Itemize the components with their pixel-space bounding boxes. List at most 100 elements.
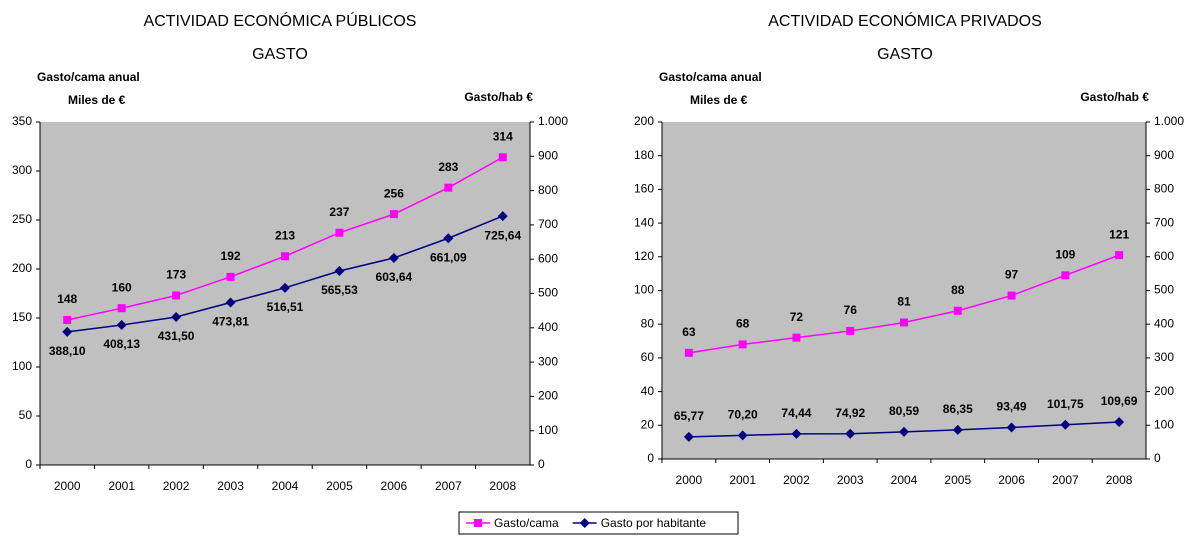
marker bbox=[117, 304, 126, 313]
marker bbox=[389, 210, 398, 219]
chart-subtitle: GASTO bbox=[877, 46, 933, 63]
chart-subtitle: GASTO bbox=[252, 46, 308, 63]
y2-tick-label: 800 bbox=[538, 183, 558, 197]
x-tick-label: 2003 bbox=[837, 473, 864, 487]
y-tick-label: 100 bbox=[12, 359, 32, 373]
y2-tick-label: 300 bbox=[1154, 350, 1174, 364]
y2-tick-label: 500 bbox=[1154, 283, 1174, 297]
y2-tick-label: 100 bbox=[1154, 417, 1174, 431]
y2-tick-label: 100 bbox=[538, 423, 558, 437]
marker bbox=[443, 233, 454, 244]
x-tick-label: 2002 bbox=[783, 473, 810, 487]
marker bbox=[738, 340, 747, 349]
y2-tick-label: 700 bbox=[538, 217, 558, 231]
data-label: 408,13 bbox=[103, 337, 140, 351]
marker bbox=[474, 519, 482, 527]
marker bbox=[791, 428, 802, 439]
y2-tick-label: 600 bbox=[538, 251, 558, 265]
data-label: 192 bbox=[221, 249, 241, 263]
data-label: 516,51 bbox=[267, 300, 304, 314]
marker bbox=[953, 306, 962, 315]
y2-tick-label: 300 bbox=[538, 354, 558, 368]
data-label: 388,10 bbox=[49, 344, 86, 358]
marker bbox=[280, 282, 290, 293]
x-tick-label: 2008 bbox=[489, 479, 516, 493]
y-tick-label: 140 bbox=[634, 215, 654, 229]
marker bbox=[792, 333, 801, 342]
marker bbox=[1115, 251, 1124, 260]
marker bbox=[1114, 417, 1125, 428]
data-label: 237 bbox=[329, 205, 349, 219]
marker bbox=[226, 272, 235, 281]
y2-tick-label: 0 bbox=[1154, 451, 1161, 465]
data-label: 74,92 bbox=[835, 406, 865, 420]
data-label: 63 bbox=[682, 325, 696, 339]
marker bbox=[683, 431, 694, 442]
data-label: 314 bbox=[493, 129, 513, 143]
data-label: 565,53 bbox=[321, 283, 358, 297]
data-label: 213 bbox=[275, 228, 295, 242]
data-label: 109 bbox=[1055, 248, 1075, 262]
marker bbox=[737, 430, 748, 441]
x-tick-label: 2001 bbox=[108, 479, 135, 493]
y2-tick-label: 400 bbox=[538, 320, 558, 334]
chart-title: ACTIVIDAD ECONÓMICA PÚBLICOS bbox=[144, 11, 417, 30]
marker bbox=[63, 315, 72, 324]
x-tick-label: 2006 bbox=[998, 473, 1025, 487]
legend-label: Gasto/cama bbox=[494, 516, 559, 530]
x-tick-label: 2005 bbox=[944, 473, 971, 487]
marker bbox=[444, 183, 453, 192]
data-label: 88 bbox=[951, 283, 965, 297]
marker bbox=[335, 228, 344, 237]
x-tick-label: 2001 bbox=[729, 473, 756, 487]
plot-area bbox=[40, 122, 530, 465]
data-label: 661,09 bbox=[430, 250, 467, 264]
data-label: 121 bbox=[1109, 227, 1129, 241]
y2-tick-label: 900 bbox=[538, 148, 558, 162]
marker bbox=[225, 297, 236, 308]
marker bbox=[845, 428, 856, 439]
y-tick-label: 120 bbox=[634, 249, 654, 263]
y2-tick-label: 700 bbox=[1154, 215, 1174, 229]
data-label: 160 bbox=[112, 280, 132, 294]
y2-axis-label: Gasto/hab € bbox=[464, 90, 533, 104]
y-tick-label: 60 bbox=[641, 350, 655, 364]
y-tick-label: 20 bbox=[641, 417, 655, 431]
y2-tick-label: 0 bbox=[538, 457, 545, 471]
x-tick-label: 2000 bbox=[54, 479, 81, 493]
plot-area bbox=[662, 122, 1146, 459]
y-axis-label: Gasto/cama anual bbox=[37, 70, 140, 84]
data-label: 725,64 bbox=[484, 228, 521, 242]
y-tick-label: 160 bbox=[634, 182, 654, 196]
data-label: 109,69 bbox=[1101, 394, 1138, 408]
y-axis-label: Gasto/cama anual bbox=[659, 70, 762, 84]
data-label: 101,75 bbox=[1047, 397, 1084, 411]
y-tick-label: 50 bbox=[19, 408, 33, 422]
data-label: 603,64 bbox=[376, 270, 413, 284]
data-label: 74,44 bbox=[781, 406, 811, 420]
y2-tick-label: 1.000 bbox=[538, 114, 568, 128]
marker bbox=[1007, 291, 1016, 300]
y2-tick-label: 200 bbox=[538, 389, 558, 403]
y2-tick-label: 200 bbox=[1154, 384, 1174, 398]
x-tick-label: 2005 bbox=[326, 479, 353, 493]
y2-tick-label: 500 bbox=[538, 286, 558, 300]
x-tick-label: 2002 bbox=[163, 479, 190, 493]
legend bbox=[458, 511, 739, 535]
marker bbox=[116, 320, 127, 331]
x-tick-label: 2004 bbox=[891, 473, 918, 487]
data-label: 86,35 bbox=[943, 402, 973, 416]
x-tick-label: 2003 bbox=[217, 479, 244, 493]
y-tick-label: 180 bbox=[634, 148, 654, 162]
data-label: 256 bbox=[384, 186, 404, 200]
marker bbox=[281, 252, 289, 261]
x-tick-label: 2000 bbox=[676, 473, 703, 487]
y2-tick-label: 900 bbox=[1154, 148, 1174, 162]
y-tick-label: 0 bbox=[25, 457, 32, 471]
marker bbox=[388, 252, 399, 263]
y2-tick-label: 600 bbox=[1154, 249, 1174, 263]
y-tick-label: 300 bbox=[12, 163, 32, 177]
y-tick-label: 350 bbox=[12, 114, 32, 128]
chart-title: ACTIVIDAD ECONÓMICA PRIVADOS bbox=[768, 11, 1042, 30]
